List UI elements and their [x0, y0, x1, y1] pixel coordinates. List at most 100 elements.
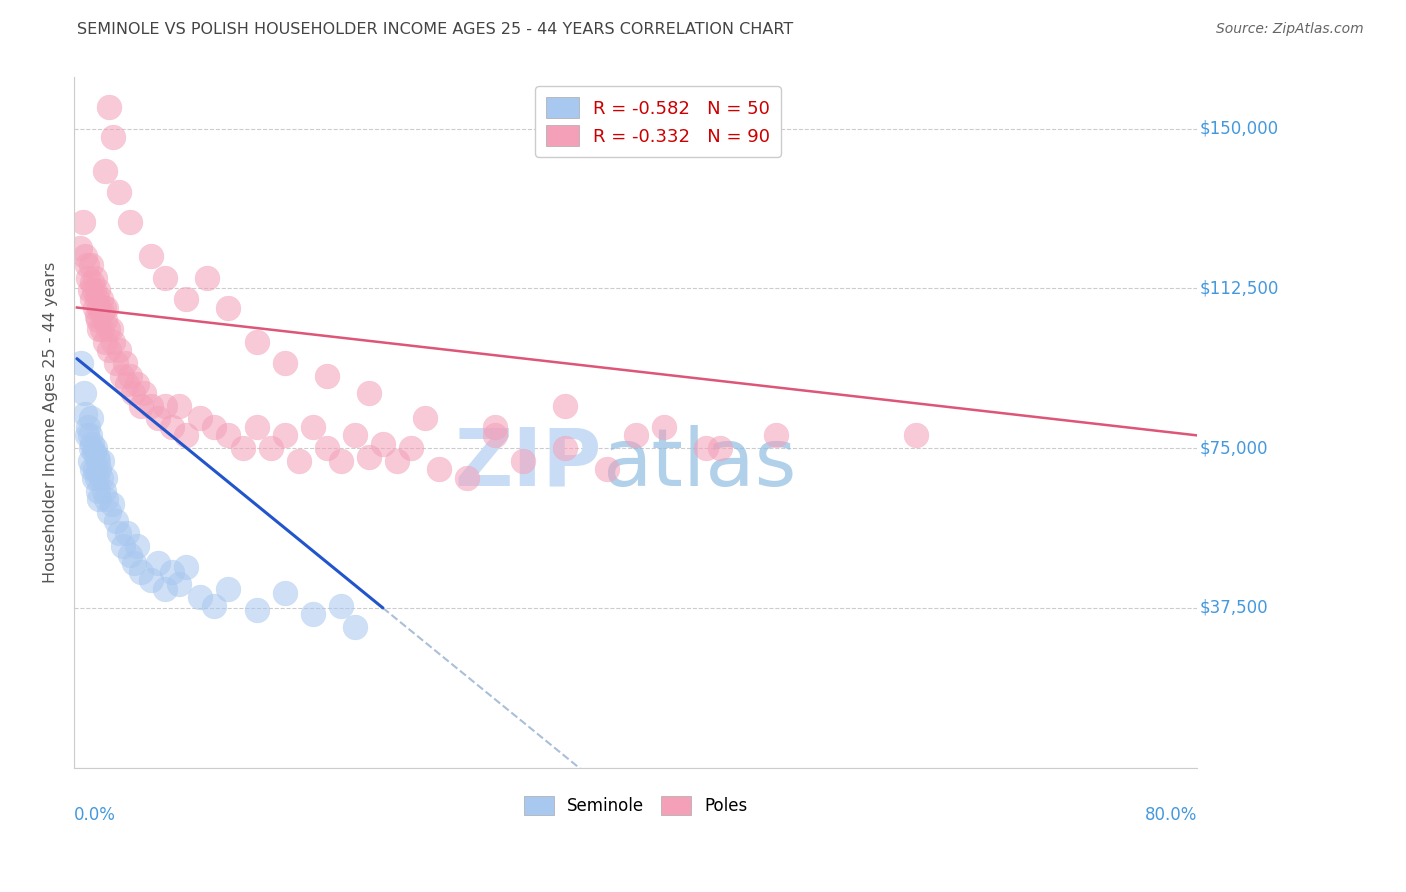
Point — [218, 582, 240, 596]
Point — [108, 186, 131, 200]
Point — [75, 249, 97, 263]
Point — [218, 428, 240, 442]
Point — [176, 292, 198, 306]
Point — [155, 582, 177, 596]
Text: 0.0%: 0.0% — [75, 805, 115, 823]
Point — [77, 420, 100, 434]
Point — [108, 526, 131, 541]
Point — [100, 322, 122, 336]
Point — [456, 471, 478, 485]
Point — [148, 411, 170, 425]
Point — [83, 284, 105, 298]
Point — [218, 301, 240, 315]
Point — [84, 270, 107, 285]
Point — [86, 471, 108, 485]
Point — [111, 368, 134, 383]
Point — [117, 377, 139, 392]
Point — [131, 565, 153, 579]
Point — [98, 100, 121, 114]
Point — [97, 322, 120, 336]
Point — [245, 334, 267, 349]
Point — [89, 462, 111, 476]
Point — [695, 441, 717, 455]
Point — [87, 483, 110, 498]
Point — [371, 437, 394, 451]
Point — [80, 411, 103, 425]
Point — [245, 603, 267, 617]
Point — [259, 441, 281, 455]
Point — [141, 249, 163, 263]
Point — [765, 428, 787, 442]
Point — [624, 428, 647, 442]
Point — [96, 301, 118, 315]
Point — [709, 441, 731, 455]
Point — [427, 462, 450, 476]
Point — [94, 313, 117, 327]
Point — [83, 445, 105, 459]
Point — [103, 334, 125, 349]
Point — [84, 441, 107, 455]
Point — [512, 454, 534, 468]
Point — [105, 356, 128, 370]
Point — [91, 454, 114, 468]
Point — [91, 305, 114, 319]
Point — [98, 343, 121, 358]
Point — [484, 420, 506, 434]
Point — [141, 573, 163, 587]
Point — [79, 428, 101, 442]
Point — [127, 377, 149, 392]
Point — [204, 599, 226, 613]
Point — [301, 607, 323, 622]
Point — [87, 284, 110, 298]
Point — [131, 399, 153, 413]
Point — [329, 599, 352, 613]
Point — [79, 454, 101, 468]
Y-axis label: Householder Income Ages 25 - 44 years: Householder Income Ages 25 - 44 years — [44, 262, 58, 583]
Point — [93, 483, 115, 498]
Text: SEMINOLE VS POLISH HOUSEHOLDER INCOME AGES 25 - 44 YEARS CORRELATION CHART: SEMINOLE VS POLISH HOUSEHOLDER INCOME AG… — [77, 22, 793, 37]
Point — [94, 164, 117, 178]
Point — [89, 492, 111, 507]
Point — [329, 454, 352, 468]
Point — [93, 301, 115, 315]
Point — [103, 130, 125, 145]
Point — [197, 270, 219, 285]
Point — [652, 420, 675, 434]
Point — [315, 368, 337, 383]
Point — [77, 270, 100, 285]
Point — [231, 441, 253, 455]
Point — [86, 309, 108, 323]
Point — [83, 471, 105, 485]
Point — [301, 420, 323, 434]
Legend: Seminole, Poles: Seminole, Poles — [517, 789, 754, 822]
Point — [84, 301, 107, 315]
Point — [385, 454, 408, 468]
Point — [120, 215, 142, 229]
Text: $37,500: $37,500 — [1199, 599, 1268, 617]
Point — [162, 420, 184, 434]
Point — [82, 292, 104, 306]
Point — [76, 428, 98, 442]
Text: 80.0%: 80.0% — [1144, 805, 1197, 823]
Point — [176, 428, 198, 442]
Point — [343, 620, 366, 634]
Point — [148, 556, 170, 570]
Point — [69, 241, 91, 255]
Point — [86, 292, 108, 306]
Point — [101, 496, 124, 510]
Point — [155, 399, 177, 413]
Point — [73, 385, 96, 400]
Point — [98, 505, 121, 519]
Point — [287, 454, 309, 468]
Point — [82, 462, 104, 476]
Point — [108, 343, 131, 358]
Point — [124, 556, 146, 570]
Point — [169, 399, 191, 413]
Point — [141, 399, 163, 413]
Point — [96, 492, 118, 507]
Point — [84, 462, 107, 476]
Text: ZIP: ZIP — [454, 425, 602, 503]
Point — [122, 385, 145, 400]
Point — [72, 215, 94, 229]
Point — [905, 428, 928, 442]
